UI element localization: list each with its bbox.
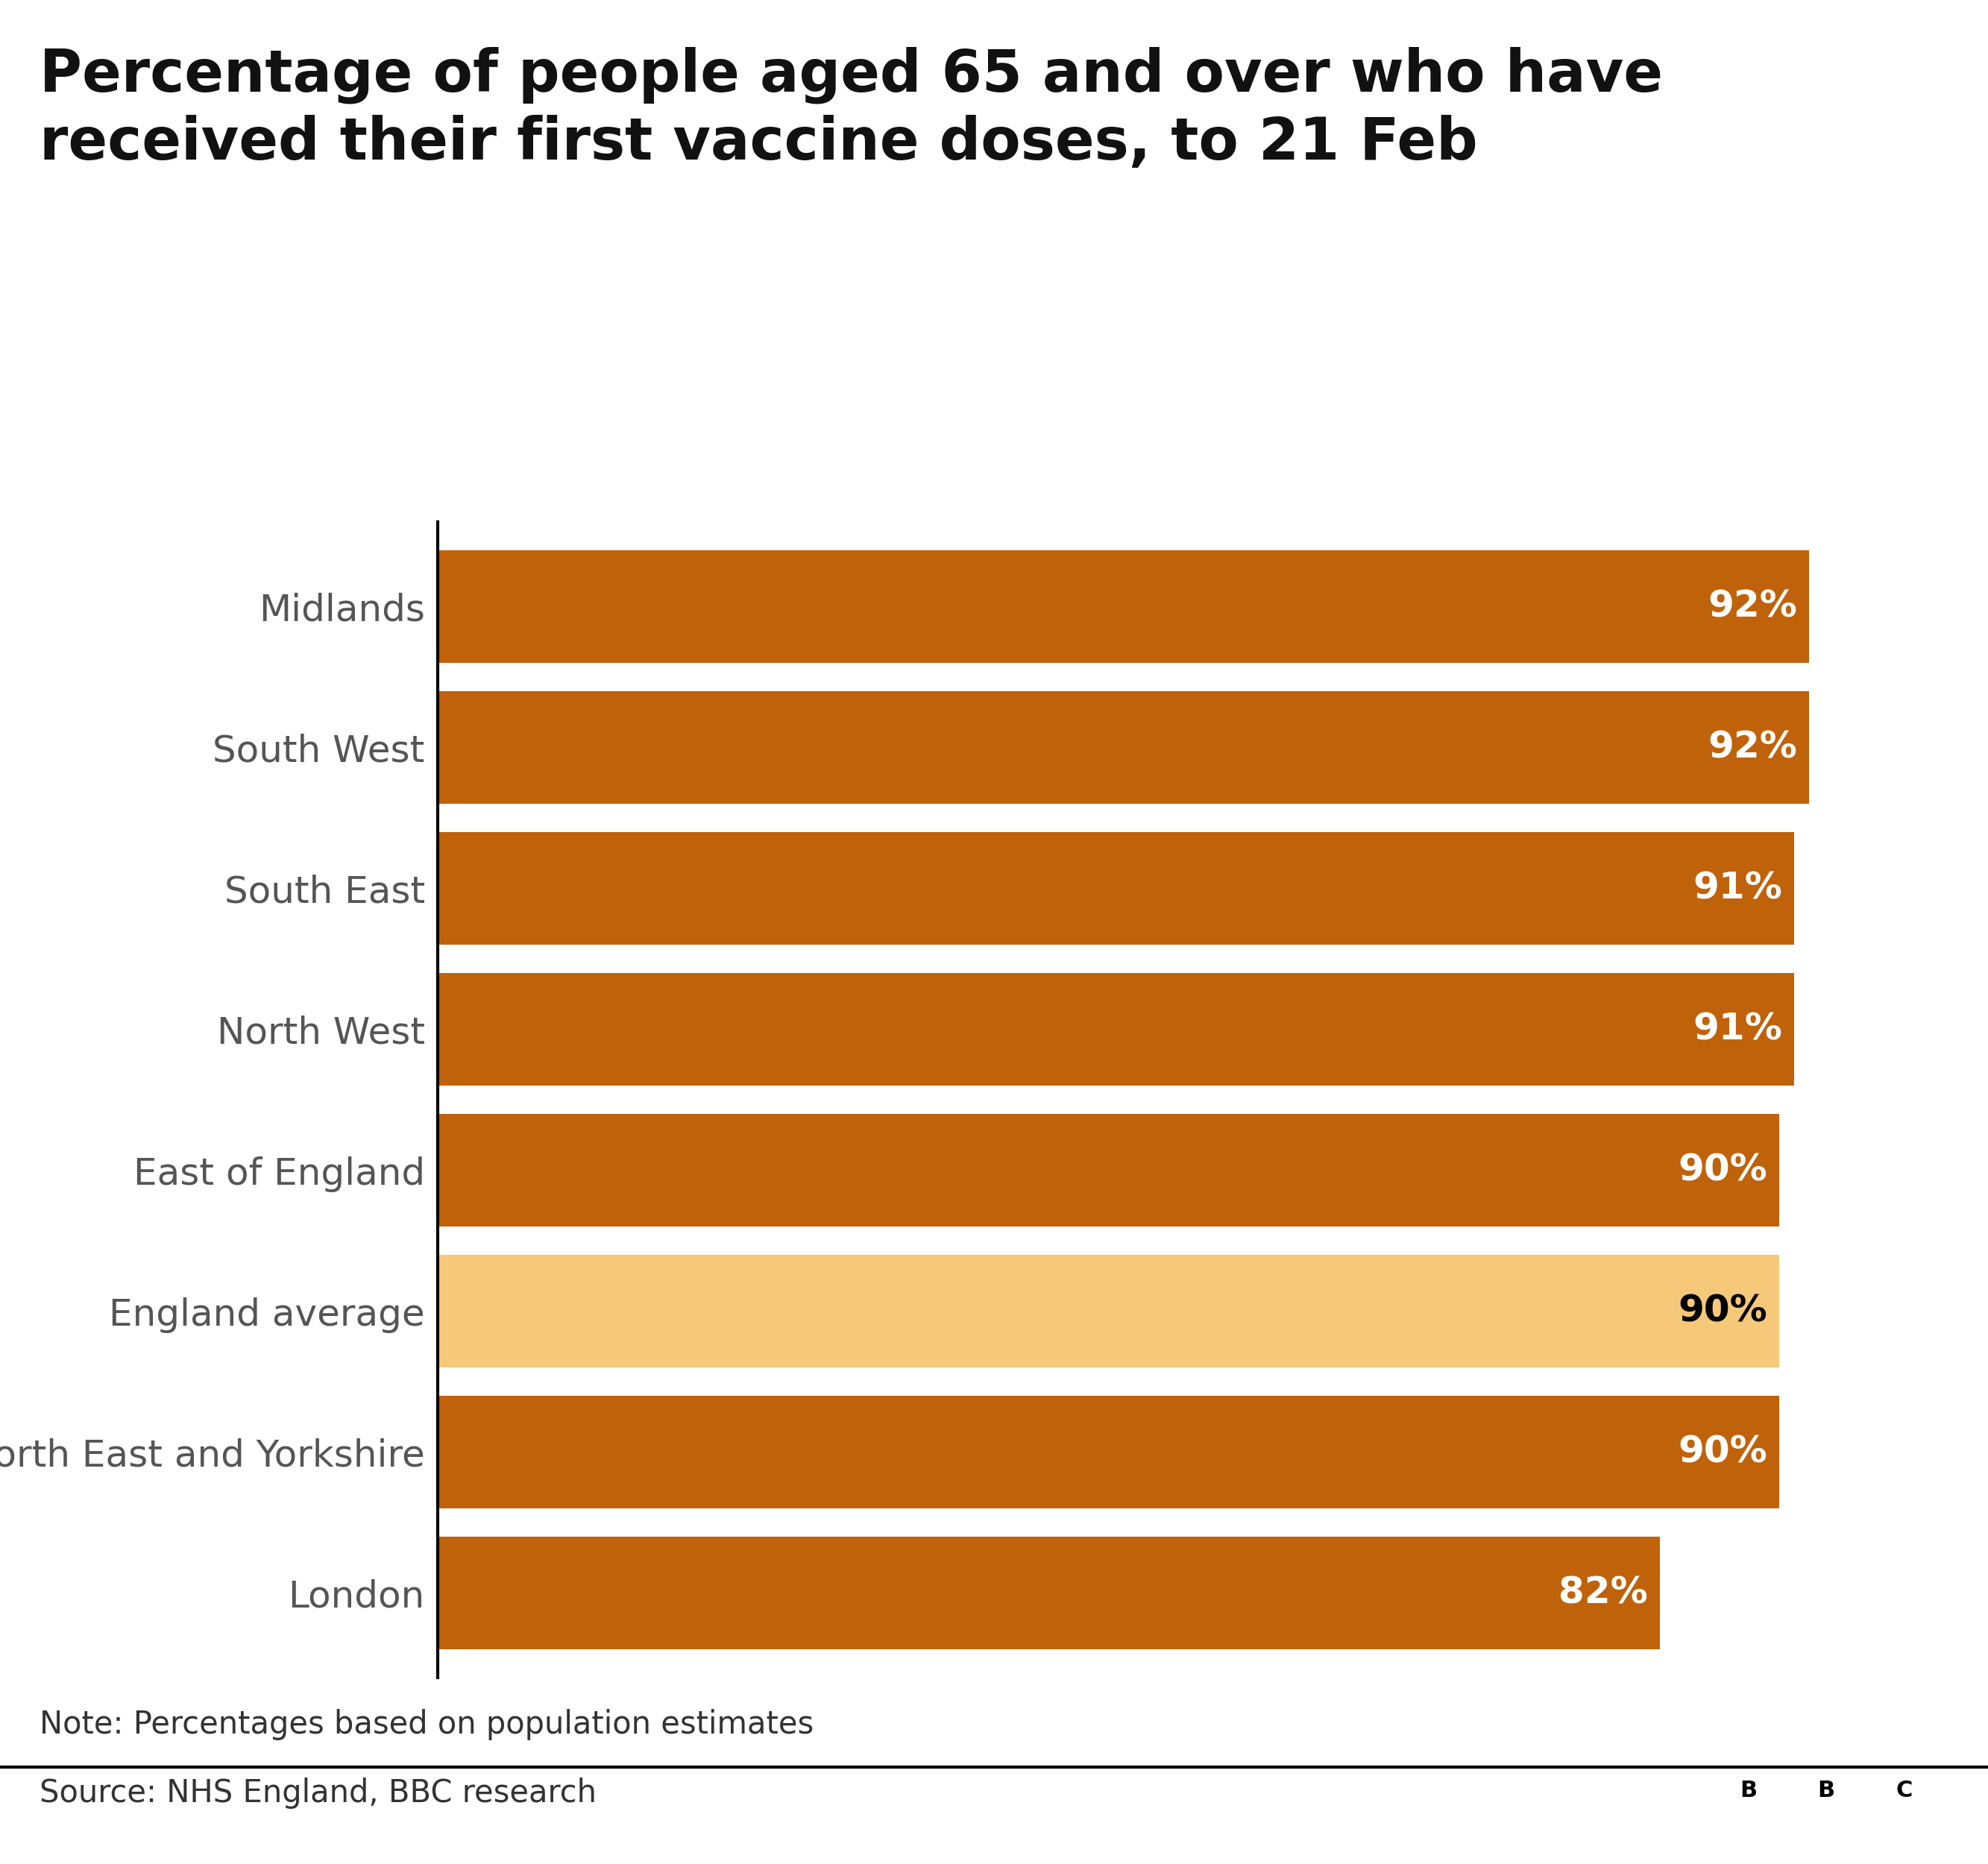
Text: Percentage of people aged 65 and over who have
received their first vaccine dose: Percentage of people aged 65 and over wh… <box>40 47 1664 171</box>
FancyBboxPatch shape <box>1797 1754 1855 1827</box>
Text: Note: Percentages based on population estimates: Note: Percentages based on population es… <box>40 1709 813 1739</box>
Bar <box>437 1396 1779 1508</box>
Bar <box>437 1254 1779 1368</box>
Bar <box>437 1115 1779 1227</box>
Text: 91%: 91% <box>1694 1012 1783 1048</box>
Text: 90%: 90% <box>1678 1433 1767 1471</box>
Text: 90%: 90% <box>1678 1152 1767 1187</box>
Bar <box>437 550 1809 664</box>
Bar <box>437 1536 1660 1650</box>
FancyBboxPatch shape <box>1875 1754 1932 1827</box>
Bar <box>437 692 1809 803</box>
Bar <box>437 831 1795 945</box>
Text: B: B <box>1817 1780 1835 1801</box>
Text: C: C <box>1897 1780 1912 1801</box>
Text: 92%: 92% <box>1708 589 1797 624</box>
Bar <box>437 973 1795 1085</box>
Text: 92%: 92% <box>1708 729 1797 766</box>
Text: 91%: 91% <box>1694 870 1783 906</box>
Text: 90%: 90% <box>1678 1294 1767 1329</box>
FancyBboxPatch shape <box>1720 1754 1777 1827</box>
Text: Source: NHS England, BBC research: Source: NHS England, BBC research <box>40 1778 596 1808</box>
Text: B: B <box>1740 1780 1757 1801</box>
Text: 82%: 82% <box>1559 1575 1648 1610</box>
